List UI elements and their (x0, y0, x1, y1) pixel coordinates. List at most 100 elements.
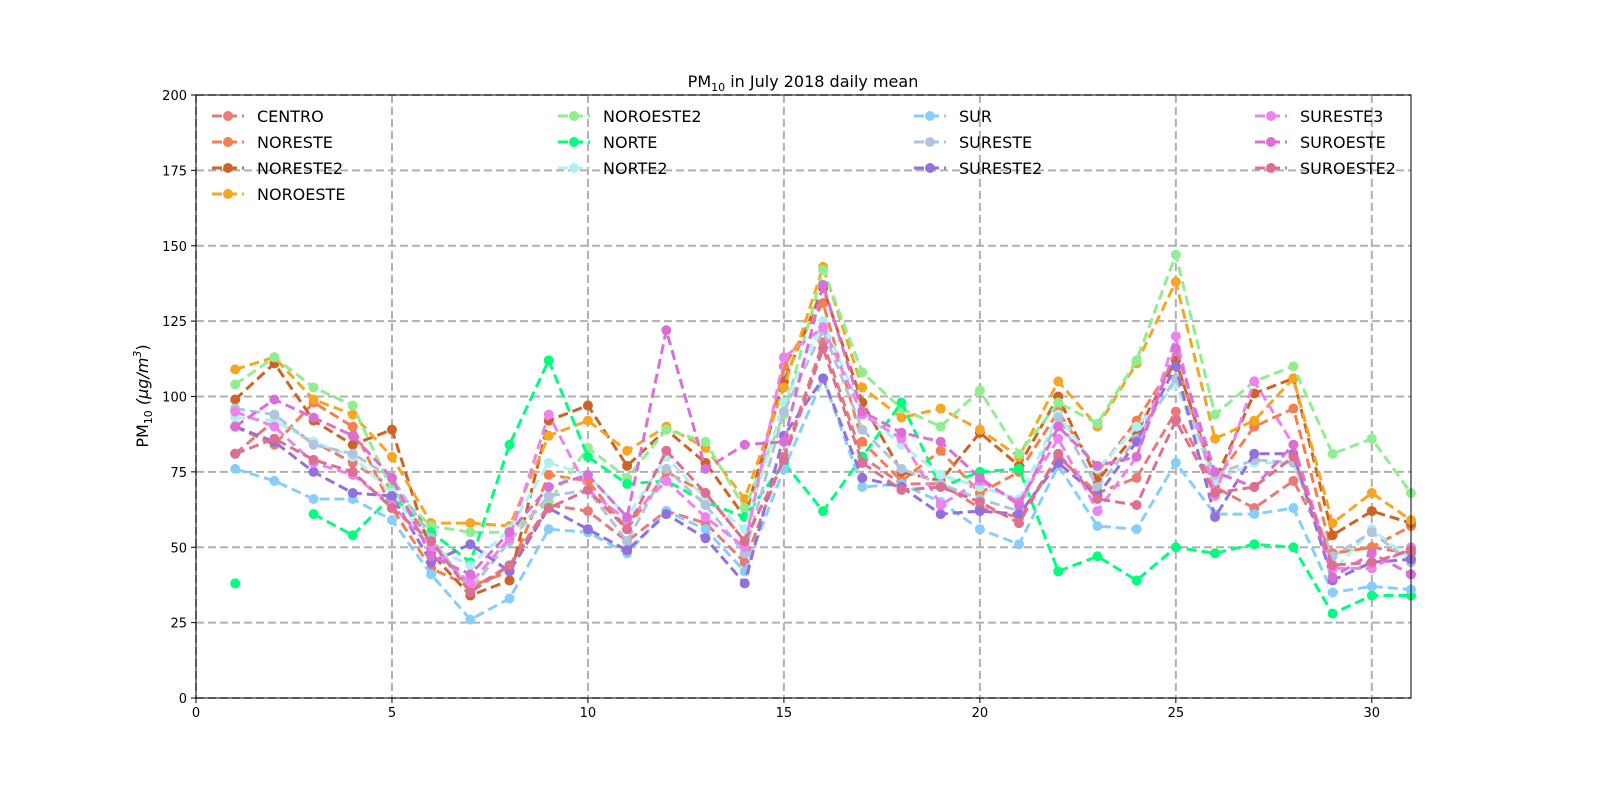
series-suroeste2 (230, 343, 1416, 598)
data-point-sureste (622, 536, 633, 547)
data-point-suroeste (1131, 451, 1142, 462)
legend-swatch-marker (223, 137, 233, 147)
legend-label: CENTRO (257, 107, 324, 126)
legend-item-centro: CENTRO (212, 107, 324, 126)
data-point-noreste2 (230, 394, 241, 405)
data-point-sur (1288, 503, 1299, 514)
legend-swatch-marker (569, 137, 579, 147)
data-point-norte (1170, 542, 1181, 553)
data-point-noreste2 (504, 575, 515, 586)
data-point-sureste2 (974, 506, 985, 517)
data-point-suroeste2 (386, 503, 397, 514)
legend-item-sureste: SURESTE (914, 133, 1032, 152)
data-point-suroeste (1170, 343, 1181, 354)
data-point-noroeste2 (1366, 433, 1377, 444)
data-point-suroeste2 (1327, 560, 1338, 571)
data-point-noroeste2 (739, 503, 750, 514)
data-point-noreste (347, 421, 358, 432)
data-point-suroeste2 (1249, 481, 1260, 492)
data-point-noreste2 (622, 460, 633, 471)
legend-item-noreste: NORESTE (212, 133, 333, 152)
data-point-norte (818, 506, 829, 517)
legend-label: NORTE (603, 133, 657, 152)
legend-label: SUROESTE2 (1300, 159, 1396, 178)
data-point-sur (269, 475, 280, 486)
data-point-suroeste (582, 469, 593, 480)
data-point-noreste2 (347, 439, 358, 450)
data-point-norte2 (1131, 421, 1142, 432)
legend-swatch-marker (925, 137, 935, 147)
data-point-noroeste2 (700, 436, 711, 447)
y-axis-label-end: ) (133, 344, 152, 350)
data-point-norte2 (543, 457, 554, 468)
data-point-sureste3 (1170, 331, 1181, 342)
data-point-suroeste (739, 439, 750, 450)
data-point-norte (1131, 575, 1142, 586)
x-tick-label: 30 (1364, 706, 1381, 721)
data-point-sureste3 (543, 409, 554, 420)
data-point-suroeste2 (1014, 518, 1025, 529)
data-point-sureste2 (857, 472, 868, 483)
data-point-suroeste2 (935, 481, 946, 492)
data-point-suroeste (1327, 572, 1338, 583)
data-point-noroeste (896, 412, 907, 423)
data-point-noroeste2 (661, 424, 672, 435)
legend-item-suroeste2: SUROESTE2 (1255, 159, 1396, 178)
data-point-centro (1170, 406, 1181, 417)
y-tick-label: 100 (162, 391, 187, 406)
data-point-sur (465, 614, 476, 625)
data-point-noroeste (1210, 433, 1221, 444)
data-point-norte2 (739, 524, 750, 535)
data-point-norte (1327, 608, 1338, 619)
legend-label: SURESTE3 (1300, 107, 1383, 126)
data-point-suroeste2 (896, 484, 907, 495)
data-point-sureste (857, 424, 868, 435)
data-point-suroeste (269, 394, 280, 405)
data-point-suroeste (896, 427, 907, 438)
data-point-sureste3 (465, 578, 476, 589)
data-point-sureste3 (661, 475, 672, 486)
data-point-norte (347, 530, 358, 541)
data-point-centro (1288, 475, 1299, 486)
data-point-noroeste (465, 518, 476, 529)
legend-item-sureste3: SURESTE3 (1255, 107, 1383, 126)
legend-item-noroeste2: NOROESTE2 (558, 107, 702, 126)
data-point-suroeste2 (465, 587, 476, 598)
data-point-noroeste2 (465, 527, 476, 538)
data-point-sureste (308, 439, 319, 450)
legend-label: NORESTE2 (257, 159, 343, 178)
data-point-sureste (896, 463, 907, 474)
data-point-suroeste2 (622, 524, 633, 535)
data-point-sureste3 (230, 406, 241, 417)
data-point-suroeste2 (974, 497, 985, 508)
data-point-sureste2 (465, 539, 476, 550)
data-point-noroeste2 (347, 400, 358, 411)
chart-title: PM10 in July 2018 daily mean (688, 72, 919, 94)
data-point-suroeste (974, 472, 985, 483)
data-point-sureste3 (700, 512, 711, 523)
data-point-sur (543, 524, 554, 535)
data-point-sureste2 (935, 509, 946, 520)
data-point-noroeste2 (1131, 355, 1142, 366)
data-point-noroeste2 (818, 264, 829, 275)
y-axis-label-superscript: 3 (131, 351, 144, 358)
axis-ticks: 0 5 10 15 20 25 30 0 25 50 75 100 125 150 175 200 (162, 89, 1380, 721)
y-tick-label: 200 (162, 89, 187, 104)
data-point-sureste2 (661, 509, 672, 520)
data-point-suroeste (818, 279, 829, 290)
chart-title-rest: in July 2018 daily mean (725, 72, 918, 91)
data-point-sur (308, 494, 319, 505)
legend-swatch-marker (569, 111, 579, 121)
data-point-suroeste (700, 463, 711, 474)
y-tick-label: 125 (162, 315, 187, 330)
legend-label: SURESTE2 (959, 159, 1042, 178)
y-tick-label: 150 (162, 240, 187, 255)
legend-swatch-marker (223, 111, 233, 121)
data-point-norte (504, 439, 515, 450)
data-point-suroeste (935, 436, 946, 447)
data-point-suroeste2 (504, 560, 515, 571)
data-point-suroeste2 (1288, 451, 1299, 462)
data-point-noroeste2 (1210, 409, 1221, 420)
data-point-sur (974, 524, 985, 535)
